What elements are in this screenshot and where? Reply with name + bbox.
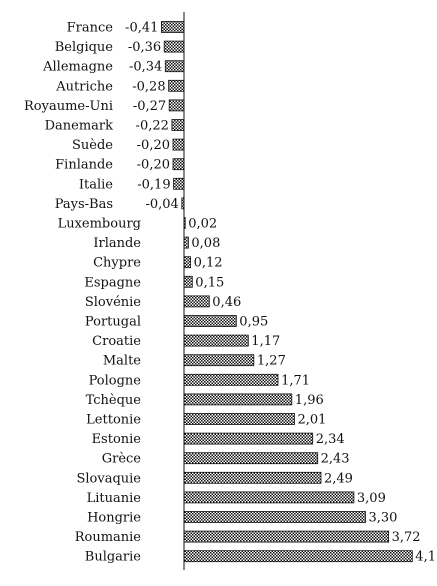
value-label: 2,49 bbox=[324, 471, 353, 486]
category-label: Roumanie bbox=[75, 530, 142, 545]
category-label: Slovénie bbox=[85, 295, 141, 310]
bar-hongrie bbox=[183, 511, 366, 523]
category-label: Croatie bbox=[92, 334, 141, 349]
value-label: 3,30 bbox=[369, 511, 398, 526]
value-label: 0,95 bbox=[239, 315, 268, 330]
category-label: Lettonie bbox=[86, 413, 141, 428]
category-label: Malte bbox=[103, 354, 141, 369]
category-label: Tchèque bbox=[86, 393, 142, 408]
category-label: Pays-Bas bbox=[55, 197, 113, 212]
bar-france bbox=[160, 21, 185, 33]
value-label: 4,15 bbox=[415, 550, 437, 565]
value-label: -0,36 bbox=[128, 40, 161, 55]
bar-finlande bbox=[172, 158, 185, 171]
category-label: Lituanie bbox=[87, 491, 142, 506]
category-label: Suède bbox=[72, 138, 113, 153]
bars-group bbox=[160, 21, 413, 563]
value-label: 3,72 bbox=[392, 530, 421, 545]
category-labels-group: France Belgique Allemagne Autriche Royaume-U… bbox=[24, 21, 141, 565]
category-label: France bbox=[67, 21, 114, 36]
value-label: -0,41 bbox=[125, 21, 158, 36]
category-label: Slovaquie bbox=[76, 471, 141, 486]
bar-espagne bbox=[183, 275, 193, 288]
value-label: 2,01 bbox=[298, 413, 327, 428]
value-label: -0,28 bbox=[132, 79, 165, 94]
value-labels-group: -0,41 -0,36 -0,34 -0,28 -0,27 -0,22 -0,20 -0,20… bbox=[125, 21, 437, 565]
bar-belgique bbox=[163, 40, 185, 53]
bar-lettonie bbox=[183, 413, 295, 425]
category-label: Pologne bbox=[89, 373, 142, 388]
category-label: Bulgarie bbox=[85, 550, 142, 565]
bar-chypre bbox=[183, 256, 191, 269]
value-label: -0,20 bbox=[137, 138, 170, 153]
category-label: Italie bbox=[79, 177, 113, 192]
bar-roumanie bbox=[183, 530, 390, 543]
category-label: Hongrie bbox=[87, 511, 141, 526]
bar-estonie bbox=[183, 432, 314, 445]
value-label: 2,34 bbox=[316, 432, 345, 447]
value-label: -0,19 bbox=[137, 177, 170, 192]
value-label: 1,71 bbox=[281, 373, 310, 388]
value-label: 1,27 bbox=[257, 354, 286, 369]
category-label: Espagne bbox=[84, 275, 141, 290]
value-label: -0,22 bbox=[136, 119, 169, 134]
bar-pologne bbox=[183, 373, 279, 386]
category-label: Finlande bbox=[55, 158, 113, 173]
value-label: -0,04 bbox=[145, 197, 178, 212]
bar-suède bbox=[172, 138, 185, 151]
category-label: Chypre bbox=[93, 256, 141, 271]
category-label: Danemark bbox=[45, 119, 114, 134]
bar-danemark bbox=[171, 119, 185, 131]
category-label: Estonie bbox=[92, 432, 142, 447]
value-label: 1,96 bbox=[295, 393, 324, 408]
bar-portugal bbox=[183, 315, 237, 327]
category-label: Royaume-Uni bbox=[24, 99, 113, 114]
bar-allemagne bbox=[164, 60, 185, 73]
category-label: Luxembourg bbox=[58, 217, 141, 232]
category-label: Portugal bbox=[85, 315, 141, 330]
value-label: -0,20 bbox=[137, 158, 170, 173]
value-label: 2,43 bbox=[321, 452, 350, 467]
category-label: Grèce bbox=[102, 452, 142, 467]
value-label: -0,27 bbox=[133, 99, 166, 114]
bar-malte bbox=[183, 354, 255, 367]
category-label: Allemagne bbox=[42, 60, 113, 75]
bar-bulgarie bbox=[183, 550, 413, 563]
value-label: 0,15 bbox=[195, 275, 224, 290]
category-label: Irlande bbox=[93, 236, 141, 251]
bar-slovaquie bbox=[183, 471, 322, 484]
bar-tchèque bbox=[183, 393, 293, 406]
bar-royaume-uni bbox=[168, 99, 185, 112]
bar-autriche bbox=[168, 79, 185, 92]
value-label: 3,09 bbox=[357, 491, 386, 506]
value-label: 0,12 bbox=[194, 256, 223, 271]
bar-lituanie bbox=[183, 491, 355, 504]
category-label: Belgique bbox=[55, 40, 114, 55]
value-label: 0,46 bbox=[212, 295, 241, 310]
value-label: -0,34 bbox=[129, 60, 162, 75]
value-label: 0,08 bbox=[191, 236, 220, 251]
category-label: Autriche bbox=[55, 79, 113, 94]
bar-croatie bbox=[183, 334, 249, 347]
bar-irlande bbox=[183, 236, 189, 249]
value-label: 0,02 bbox=[188, 217, 217, 232]
bar-italie bbox=[173, 177, 185, 190]
value-label: 1,17 bbox=[251, 334, 280, 349]
bar-slovénie bbox=[183, 295, 210, 308]
bar-grèce bbox=[183, 452, 319, 465]
